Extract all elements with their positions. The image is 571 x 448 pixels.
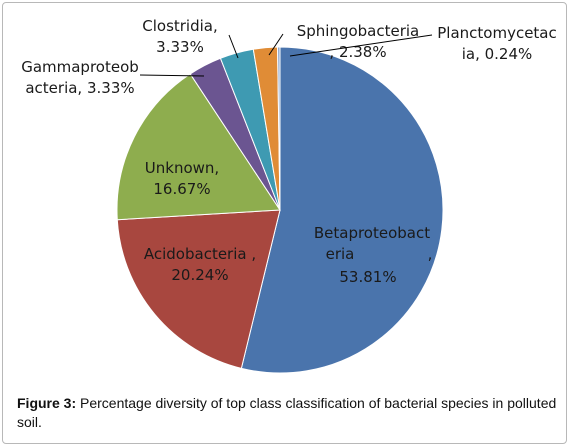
pie-slice-6 [277,46,281,211]
caption-label: Figure 3: [17,395,77,411]
pie-slice-0 [240,46,444,374]
pie-chart: Betaproteobact eria, 53.81% Acidobacteria ,… [21,17,557,374]
slice-label-line: Planctomycetac [437,24,557,42]
slice-label-3: Gammaproteob acteria, 3.33% [21,58,139,97]
slice-label-6: Planctomycetac ia, 0.24% [437,24,557,63]
slice-label-line: , [428,245,433,263]
slice-label-4: Clostridia, 3.33% [142,17,218,56]
slice-label-line: Betaproteobact [314,224,430,242]
slice-label-line: eria [326,245,355,263]
slice-label-line: , 2.38% [329,43,386,61]
slice-label-line: 53.81% [339,268,396,286]
pie-chart-svg: Betaproteobact eria, 53.81% Acidobacteria ,… [21,17,557,374]
slice-label-line: Unknown, [145,159,219,177]
leader-line-6 [289,34,433,57]
slice-label-1: Acidobacteria , 20.24% [144,245,256,284]
slice-label-0: Betaproteobact eria, 53.81% [314,224,433,286]
slice-label-line: 3.33% [156,38,204,56]
slice-label-line: ia, 0.24% [462,45,533,63]
slice-label-5: Sphingobacteria , 2.38% [297,22,420,61]
leader-line-5 [268,33,284,56]
leader-line-4 [228,34,239,59]
leader-line-3 [139,74,205,77]
slice-label-line: Acidobacteria , [144,245,256,263]
slice-label-line: 20.24% [171,266,228,284]
figure-caption: Figure 3: Percentage diversity of top cl… [17,394,557,432]
pie-slice-2 [116,73,281,221]
caption-text: Percentage diversity of top class classi… [17,395,557,430]
pie-slice-1 [116,209,281,369]
slice-label-line: Sphingobacteria [297,22,420,40]
slice-label-line: Gammaproteob [21,58,139,76]
slice-label-line: Clostridia, [142,17,218,35]
slice-label-2: Unknown, 16.67% [145,159,219,198]
slice-label-line: acteria, 3.33% [25,79,134,97]
slice-label-line: 16.67% [153,180,210,198]
